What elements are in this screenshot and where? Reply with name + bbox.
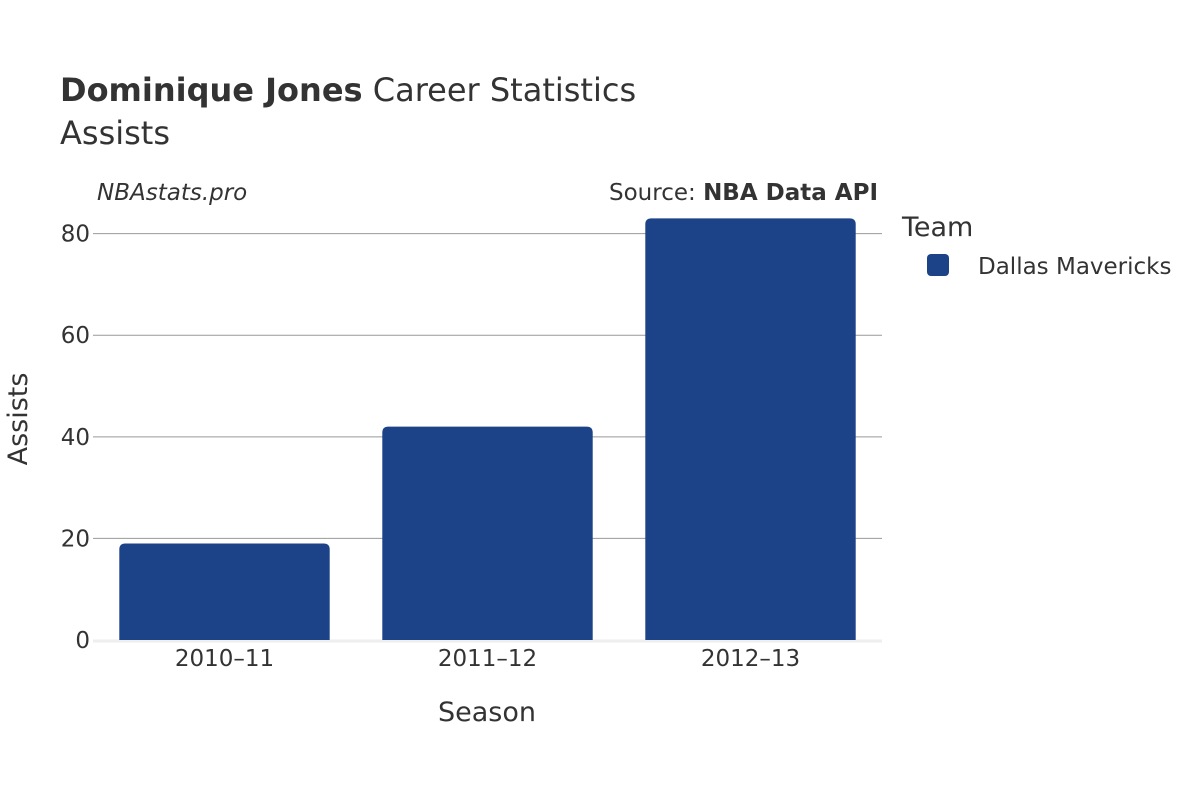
y-tick-label: 60 — [61, 323, 90, 349]
x-tick-label: 2011–12 — [438, 646, 537, 672]
y-tick-label: 80 — [61, 222, 90, 248]
bar-2012–13[interactable] — [645, 218, 856, 641]
legend-swatch[interactable] — [927, 254, 949, 276]
legend-item-label[interactable]: Dallas Mavericks — [978, 254, 1171, 280]
watermark: NBAstats.pro — [97, 180, 247, 206]
chart-subtitle: Assists — [60, 114, 170, 152]
source-prefix: Source: — [609, 180, 703, 206]
source-name: NBA Data API — [703, 180, 878, 206]
y-tick-label: 0 — [75, 628, 90, 654]
x-tick-label: 2010–11 — [175, 646, 274, 672]
x-axis-title: Season — [438, 697, 536, 728]
y-tick-label: 40 — [61, 425, 90, 451]
y-axis: 0 20 40 60 80 — [61, 222, 90, 654]
bar-2010–11[interactable] — [119, 543, 330, 640]
bar-2011–12[interactable] — [382, 426, 593, 640]
x-tick-label: 2012–13 — [701, 646, 800, 672]
chart-title: Dominique Jones Career Statistics — [60, 71, 636, 109]
x-axis: 2010–11 2011–12 2012–13 — [175, 646, 800, 672]
chart-title-player: Dominique Jones — [60, 71, 363, 109]
source-credit: Source: NBA Data API — [609, 180, 878, 206]
bars — [119, 218, 856, 641]
legend-title: Team — [901, 212, 973, 243]
y-axis-title: Assists — [3, 373, 34, 466]
y-tick-label: 20 — [61, 526, 90, 552]
legend: Dallas Mavericks — [927, 254, 1171, 280]
chart-title-suffix: Career Statistics — [363, 71, 637, 109]
